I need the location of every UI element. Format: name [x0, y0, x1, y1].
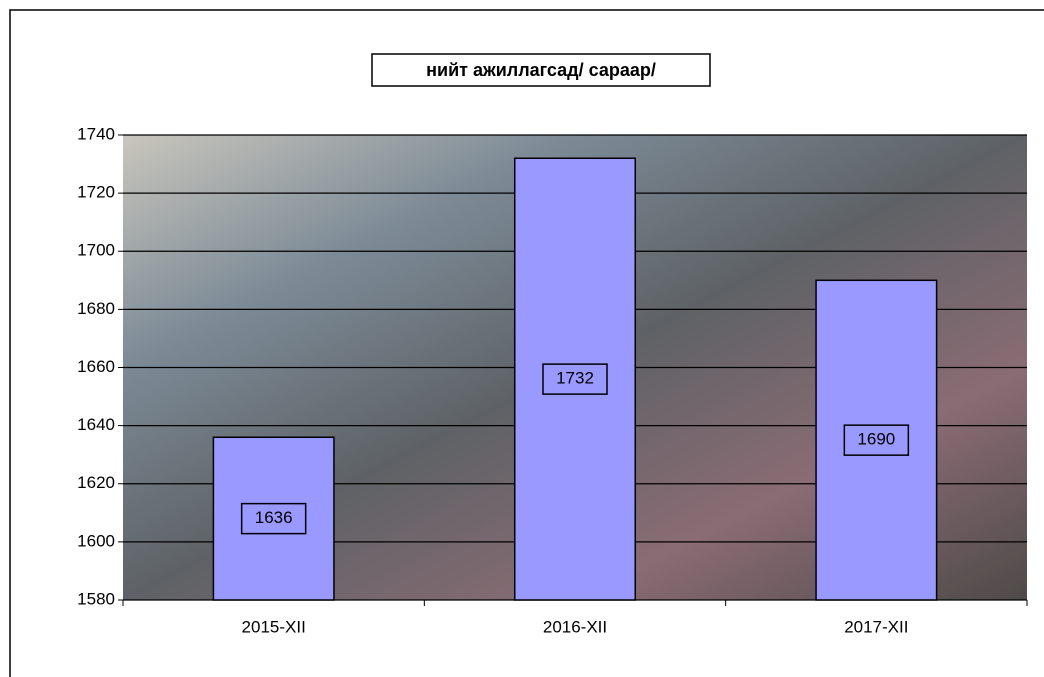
y-tick-label: 1680	[77, 299, 115, 318]
x-tick-label: 2015-XII	[242, 617, 306, 636]
y-tick-label: 1600	[77, 531, 115, 550]
value-label-box	[240, 502, 307, 535]
y-tick-label: 1660	[77, 357, 115, 376]
value-label-box	[843, 424, 910, 456]
value-label: 1690	[857, 430, 895, 449]
y-tick-label: 1620	[77, 473, 115, 492]
y-tick-label: 1640	[77, 415, 115, 434]
x-tick-label: 2017-XII	[844, 617, 908, 636]
chart-title: нийт ажиллагсад/ сараар/	[426, 60, 656, 80]
y-tick-label: 1720	[77, 183, 115, 202]
value-label: 1636	[255, 508, 293, 527]
y-tick-label: 1700	[77, 241, 115, 260]
y-tick-label: 1580	[77, 589, 115, 608]
value-label: 1732	[556, 369, 594, 388]
x-tick-label: 2016-XII	[543, 617, 607, 636]
value-label-box	[542, 363, 608, 395]
bars: 1636 1732 1690	[212, 157, 938, 601]
y-tick-label: 1740	[77, 124, 115, 143]
title-box	[371, 53, 711, 87]
